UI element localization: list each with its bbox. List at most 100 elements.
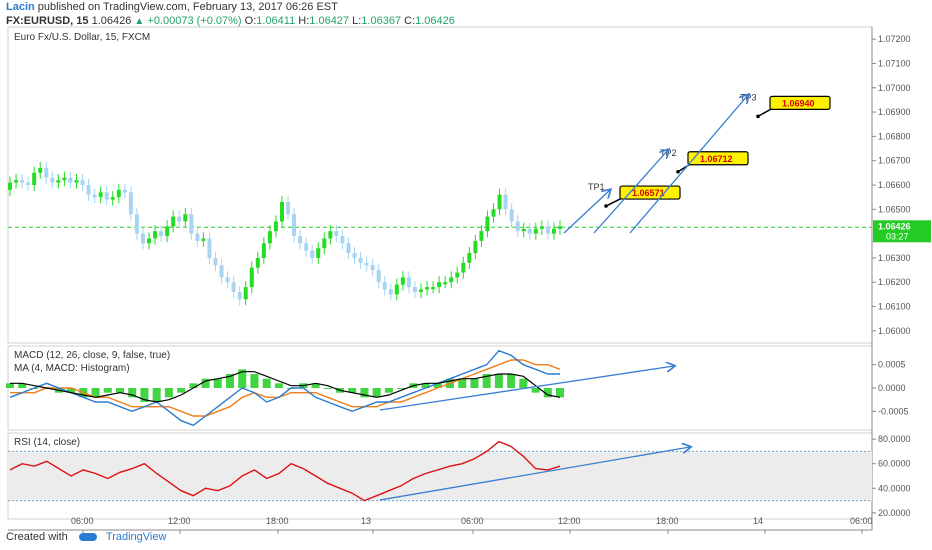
candle [358, 257, 363, 263]
close-value: 1.06426 [415, 15, 455, 27]
candle [183, 214, 188, 222]
price-change: +0.00073 (+0.07%) [147, 15, 242, 27]
candle [231, 282, 236, 292]
candle [189, 214, 194, 234]
rsi-tick-label: 80.0000 [878, 434, 911, 444]
time-tick-label: 13 [361, 516, 371, 526]
candle [134, 214, 139, 234]
candle [159, 231, 164, 237]
candle [207, 238, 212, 258]
histogram-bar [397, 388, 406, 389]
histogram-bar [494, 374, 503, 388]
candle [382, 282, 387, 290]
histogram-bar [140, 388, 149, 402]
histogram-bar [482, 374, 491, 388]
candle [140, 233, 145, 244]
candle [171, 216, 176, 227]
candle [346, 243, 351, 254]
candle [104, 192, 109, 200]
histogram-bar [458, 378, 467, 388]
candle [316, 248, 321, 258]
time-tick-label: 06:00 [461, 516, 484, 526]
histogram-bar [177, 388, 186, 393]
candle [461, 262, 466, 273]
target-value: 1.06940 [782, 98, 815, 108]
footer: Created with TradingView [6, 531, 166, 543]
author-link[interactable]: Lacin [6, 1, 35, 13]
time-tick-label: 18:00 [656, 516, 679, 526]
macd-subtitle: MA (4, MACD: Histogram) [14, 363, 130, 374]
tradingview-brand[interactable]: TradingView [105, 531, 167, 543]
candle [298, 236, 303, 244]
candle [376, 270, 381, 283]
target-dot [604, 204, 608, 208]
candle [533, 228, 538, 234]
candle [418, 289, 423, 292]
candle [352, 253, 357, 258]
macd-line [9, 349, 560, 427]
rsi-tick-label: 40.0000 [878, 483, 911, 493]
candle [545, 226, 550, 234]
candle [225, 277, 230, 283]
candle [539, 226, 544, 229]
candle [153, 231, 158, 239]
candle [551, 228, 556, 234]
candle [122, 189, 127, 193]
candle [310, 250, 315, 258]
target-box [619, 185, 681, 200]
candle [467, 253, 472, 263]
candle [86, 185, 91, 195]
candle [449, 277, 454, 283]
histogram-ma-line [10, 371, 561, 403]
histogram-bar [470, 378, 479, 388]
pane-frame-1 [7, 26, 873, 344]
candle [491, 209, 496, 217]
price-tick-label: 1.07200 [878, 34, 911, 44]
candle [177, 216, 182, 222]
time-tick-label: 06:00 [850, 516, 873, 526]
published-text: published on TradingView.com, February 1… [37, 1, 338, 13]
histogram-bar [250, 374, 259, 388]
candle [261, 243, 266, 258]
candle [527, 228, 532, 234]
macd-tick-label: 0.0000 [878, 383, 906, 393]
candle [443, 282, 448, 285]
candle [286, 202, 291, 215]
candle [92, 194, 97, 198]
candle [165, 226, 170, 237]
current-price-badge [873, 220, 931, 243]
candle [485, 216, 490, 232]
forecast-arrow [593, 150, 668, 234]
candle [213, 257, 218, 266]
histogram-bar [67, 388, 76, 393]
open-value: 1.06411 [256, 15, 296, 27]
histogram-bar [543, 388, 552, 398]
price-tick-label: 1.06800 [878, 131, 911, 141]
candle [56, 180, 61, 183]
candle [503, 194, 508, 210]
target-dot [756, 114, 760, 119]
macd-tick-label: -0.0005 [878, 406, 909, 416]
candle [455, 272, 460, 278]
low-value: 1.06367 [361, 15, 402, 27]
time-tick-label: 18:00 [266, 516, 289, 526]
histogram-bar [226, 374, 234, 388]
candle [406, 277, 411, 288]
target-box [687, 151, 749, 166]
candle [32, 172, 37, 185]
histogram-bar [348, 388, 357, 393]
candle [267, 231, 272, 244]
candle [50, 177, 55, 183]
histogram-bar [360, 388, 369, 398]
histogram-bar [91, 388, 100, 398]
histogram-bar [274, 383, 283, 388]
rsi-title: RSI (14, close) [14, 437, 80, 448]
forecast-arrow [563, 190, 610, 234]
candle [473, 240, 478, 254]
publish-line: Lacin published on TradingView.com, Febr… [6, 1, 338, 13]
histogram-bar [531, 388, 540, 393]
price-tick-label: 1.07000 [878, 83, 911, 93]
countdown-label: 03:27 [886, 231, 909, 241]
